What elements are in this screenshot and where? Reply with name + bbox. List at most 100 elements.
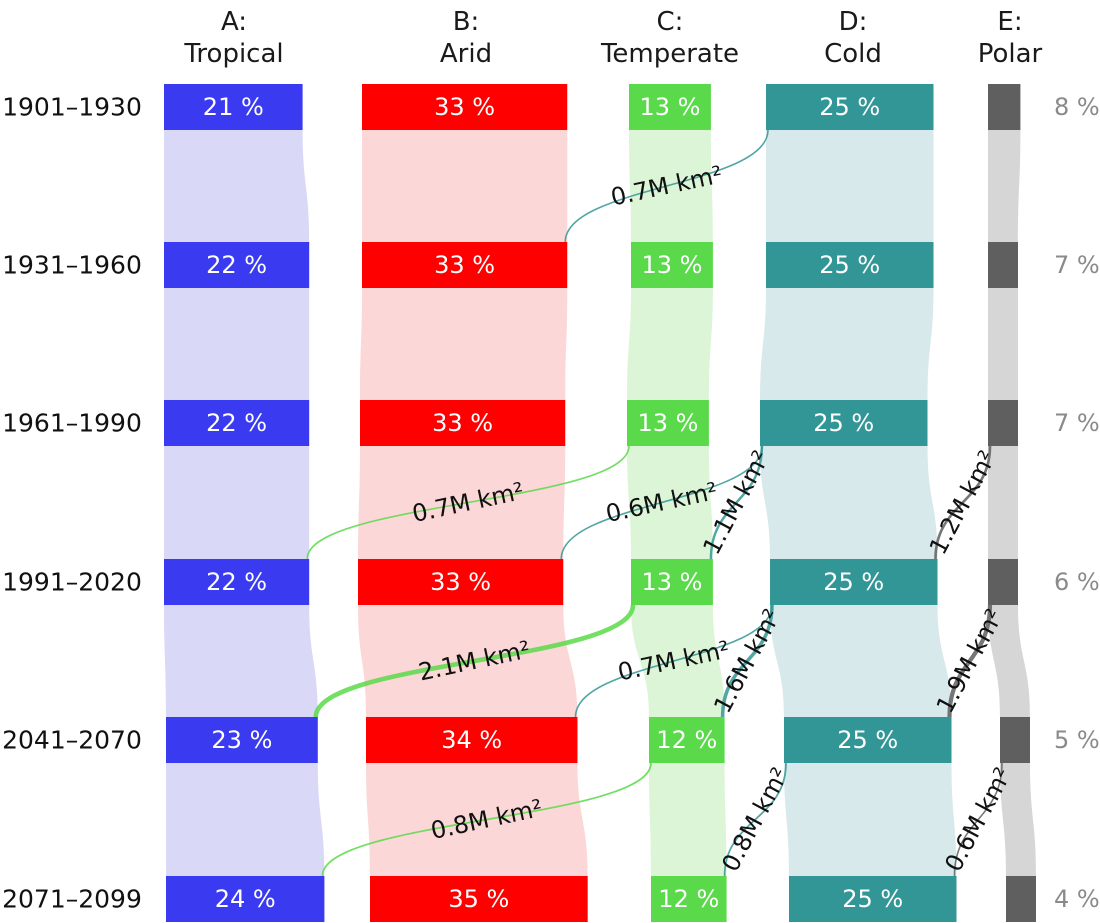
node-polar-0	[988, 84, 1021, 130]
share-label-cold-4: 25 %	[837, 726, 898, 754]
node-polar-4	[1000, 717, 1030, 763]
band-temperate-4	[649, 763, 727, 876]
node-cold-5	[789, 876, 957, 922]
band-tropical-1	[164, 288, 310, 400]
flow-D-to-B-3	[574, 604, 773, 718]
node-arid-1	[362, 242, 568, 288]
node-polar-2	[988, 400, 1018, 446]
band-arid-0	[362, 130, 568, 242]
band-tropical-2	[164, 446, 310, 559]
share-label-polar-1: 7 %	[1054, 251, 1100, 279]
band-polar-2	[988, 446, 1018, 559]
node-polar-3	[988, 559, 1018, 605]
band-cold-0	[766, 130, 934, 242]
share-label-polar-4: 5 %	[1054, 726, 1100, 754]
band-cold-3	[770, 605, 952, 717]
period-label-4: 2041–2070	[2, 726, 142, 755]
share-label-polar-0: 8 %	[1054, 93, 1100, 121]
node-tropical-2	[164, 400, 310, 446]
share-label-tropical-0: 21 %	[203, 93, 264, 121]
band-polar-3	[988, 605, 1030, 717]
share-nodes	[164, 84, 1036, 922]
share-label-polar-5: 4 %	[1054, 885, 1100, 913]
node-cold-1	[766, 242, 934, 288]
header-letter-polar: E:	[997, 7, 1022, 37]
share-label-tropical-5: 24 %	[215, 885, 276, 913]
node-cold-2	[760, 400, 928, 446]
flow-C-to-A-3	[313, 604, 636, 718]
flow-label-10: 0.8M km²	[716, 763, 794, 876]
band-arid-2	[358, 446, 566, 559]
share-label-arid-4: 34 %	[441, 726, 502, 754]
band-temperate-2	[627, 446, 713, 559]
node-cold-4	[784, 717, 952, 763]
node-temperate-2	[627, 400, 709, 446]
node-arid-0	[362, 84, 568, 130]
share-label-temperate-2: 13 %	[637, 409, 698, 437]
share-label-polar-3: 6 %	[1054, 568, 1100, 596]
node-temperate-5	[651, 876, 727, 922]
header-name-cold: Cold	[824, 39, 882, 69]
flow-E-to-D-2	[934, 445, 992, 560]
share-label-cold-5: 25 %	[842, 885, 903, 913]
node-tropical-0	[164, 84, 303, 130]
header-name-tropical: Tropical	[183, 39, 283, 69]
band-temperate-3	[631, 605, 725, 717]
band-tropical-4	[166, 763, 325, 876]
share-label-temperate-1: 13 %	[641, 251, 702, 279]
node-arid-3	[358, 559, 564, 605]
node-tropical-3	[164, 559, 310, 605]
share-label-cold-1: 25 %	[819, 251, 880, 279]
band-polar-4	[1000, 763, 1036, 876]
share-label-cold-0: 25 %	[819, 93, 880, 121]
node-polar-1	[988, 242, 1018, 288]
period-label-0: 1901–1930	[2, 93, 142, 122]
node-tropical-1	[164, 242, 310, 288]
share-label-cold-3: 25 %	[823, 568, 884, 596]
band-tropical-0	[164, 130, 310, 242]
node-arid-5	[370, 876, 588, 922]
period-label-3: 1991–2020	[2, 568, 142, 597]
share-label-polar-2: 7 %	[1054, 409, 1100, 437]
band-temperate-0	[629, 130, 713, 242]
share-label-tropical-3: 22 %	[206, 568, 267, 596]
header-name-polar: Polar	[978, 39, 1043, 69]
header-letter-tropical: A:	[221, 7, 247, 37]
header-name-temperate: Temperate	[600, 39, 739, 69]
share-label-temperate-3: 13 %	[641, 568, 702, 596]
node-temperate-0	[629, 84, 711, 130]
share-label-arid-3: 33 %	[430, 568, 491, 596]
band-temperate-1	[627, 288, 713, 400]
share-label-tropical-4: 23 %	[211, 726, 272, 754]
flow-D-to-C-3	[720, 604, 774, 718]
share-label-arid-0: 33 %	[434, 93, 495, 121]
header-letter-cold: D:	[839, 7, 868, 37]
band-polar-1	[988, 288, 1018, 400]
node-arid-4	[366, 717, 578, 763]
flow-E-to-D-3	[947, 604, 993, 718]
share-label-tropical-2: 22 %	[206, 409, 267, 437]
header-name-arid: Arid	[440, 39, 492, 69]
flow-C-to-A-2	[306, 445, 630, 560]
node-arid-2	[360, 400, 566, 446]
period-label-2: 1961–1990	[2, 409, 142, 438]
flow-D-to-C-4	[723, 762, 787, 877]
flow-D-to-B-2	[560, 445, 763, 560]
share-label-temperate-5: 12 %	[658, 885, 719, 913]
share-label-temperate-0: 13 %	[639, 93, 700, 121]
flow-E-to-D-4	[953, 762, 1003, 877]
period-label-5: 2071–2099	[2, 885, 142, 914]
share-label-arid-1: 33 %	[434, 251, 495, 279]
band-arid-4	[366, 763, 588, 876]
share-label-arid-2: 33 %	[432, 409, 493, 437]
node-cold-0	[766, 84, 934, 130]
band-arid-1	[360, 288, 568, 400]
flow-C-to-A-4	[321, 762, 652, 877]
node-tropical-5	[166, 876, 325, 922]
node-tropical-4	[166, 717, 318, 763]
node-temperate-3	[631, 559, 713, 605]
band-cold-2	[760, 446, 938, 559]
header-letter-temperate: C:	[657, 7, 684, 37]
band-polar-0	[988, 130, 1021, 242]
